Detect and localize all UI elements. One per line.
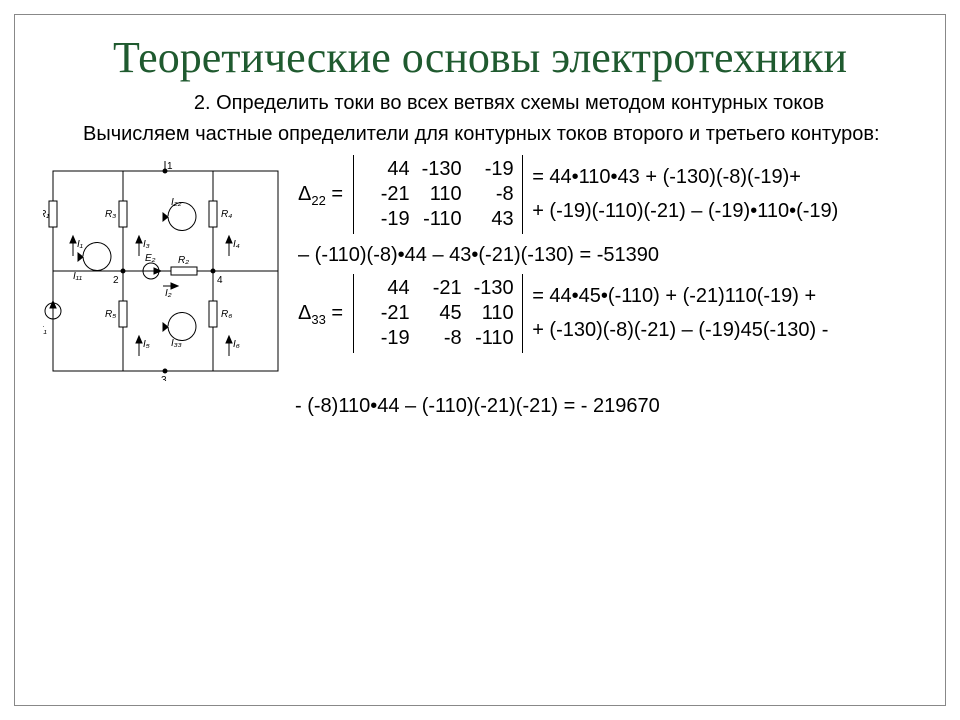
circuit-diagram: R₁ R₃ R₄ R₅ R₆ R₂ E₁ E₂ I₁ I₃ I₄ I₅ I₆ I… — [43, 161, 288, 386]
svg-text:I₃: I₃ — [143, 239, 150, 250]
delta33-exp2: + (-130)(-8)(-21) – (-19)45(-130) - — [532, 319, 828, 341]
equations-block: Δ22 = 44-130-19 -21110-8 -19-11043 = 44•… — [298, 155, 917, 353]
svg-text:1: 1 — [167, 161, 173, 172]
svg-text:R₁: R₁ — [43, 209, 49, 220]
delta22-exp1: = 44•110•43 + (-130)(-8)(-19)+ — [532, 166, 801, 188]
delta33-matrix: 44-21-130 -2145110 -19-8-110 — [353, 274, 523, 353]
svg-text:E₂: E₂ — [145, 253, 156, 264]
svg-text:I₄: I₄ — [233, 239, 240, 250]
svg-text:R₄: R₄ — [221, 209, 232, 220]
svg-text:I₁: I₁ — [77, 239, 83, 250]
delta22-line: Δ22 = 44-130-19 -21110-8 -19-11043 = 44•… — [298, 155, 917, 234]
intro-paragraph: Вычисляем частные определители для конту… — [43, 121, 917, 147]
svg-text:I₅: I₅ — [143, 339, 150, 350]
delta22-matrix: 44-130-19 -21110-8 -19-11043 — [353, 155, 523, 234]
svg-text:I₁₁: I₁₁ — [73, 271, 82, 282]
svg-text:R₃: R₃ — [105, 209, 116, 220]
svg-text:I₆: I₆ — [233, 339, 240, 350]
svg-text:R₂: R₂ — [178, 255, 189, 266]
svg-text:I₃₃: I₃₃ — [171, 338, 182, 349]
svg-text:I₂: I₂ — [165, 288, 172, 299]
svg-text:R₆: R₆ — [221, 309, 232, 320]
delta33-line: Δ33 = 44-21-130 -2145110 -19-8-110 = 44•… — [298, 274, 917, 353]
svg-text:4: 4 — [217, 275, 223, 286]
svg-text:E₁: E₁ — [43, 325, 47, 336]
svg-text:2: 2 — [113, 275, 119, 286]
delta22-exp3: – (-110)(-8)•44 – 43•(-21)(-130) = -5139… — [298, 238, 917, 272]
svg-text:R₅: R₅ — [105, 309, 116, 320]
task-title: 2. Определить токи во всех ветвях схемы … — [43, 92, 917, 115]
svg-text:3: 3 — [161, 375, 167, 381]
page-title: Теоретические основы электротехники — [43, 33, 917, 84]
delta33-exp3: - (-8)110•44 – (-110)(-21)(-21) = - 2196… — [43, 386, 917, 426]
delta22-exp2: + (-19)(-110)(-21) – (-19)•110•(-19) — [532, 200, 838, 222]
delta33-exp1: = 44•45•(-110) + (-21)110(-19) + — [532, 285, 816, 307]
svg-text:I₂₂: I₂₂ — [171, 197, 182, 208]
